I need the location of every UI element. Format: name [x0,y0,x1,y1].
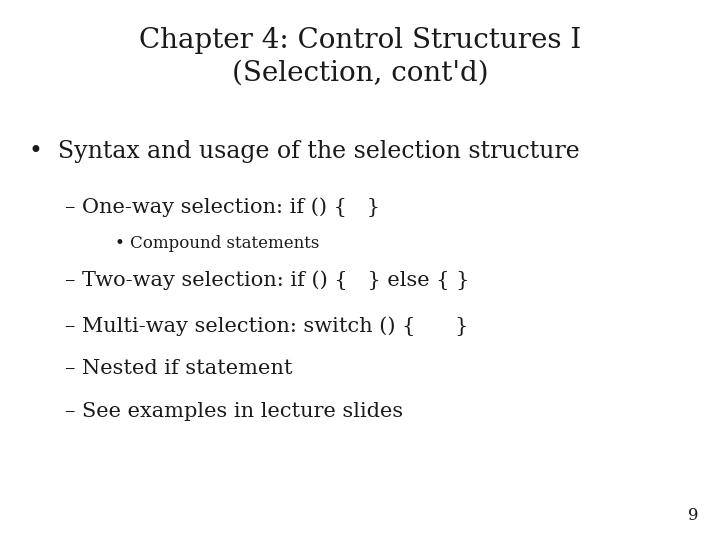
Text: • Compound statements: • Compound statements [115,235,320,252]
Text: – One-way selection: if () {   }: – One-way selection: if () { } [65,197,380,217]
Text: – See examples in lecture slides: – See examples in lecture slides [65,402,403,421]
Text: 9: 9 [688,507,698,524]
Text: •  Syntax and usage of the selection structure: • Syntax and usage of the selection stru… [29,140,580,164]
Text: – Multi-way selection: switch () {      }: – Multi-way selection: switch () { } [65,316,468,335]
Text: Chapter 4: Control Structures I
(Selection, cont'd): Chapter 4: Control Structures I (Selecti… [139,27,581,86]
Text: – Nested if statement: – Nested if statement [65,359,292,378]
Text: – Two-way selection: if () {   } else { }: – Two-way selection: if () { } else { } [65,270,469,289]
